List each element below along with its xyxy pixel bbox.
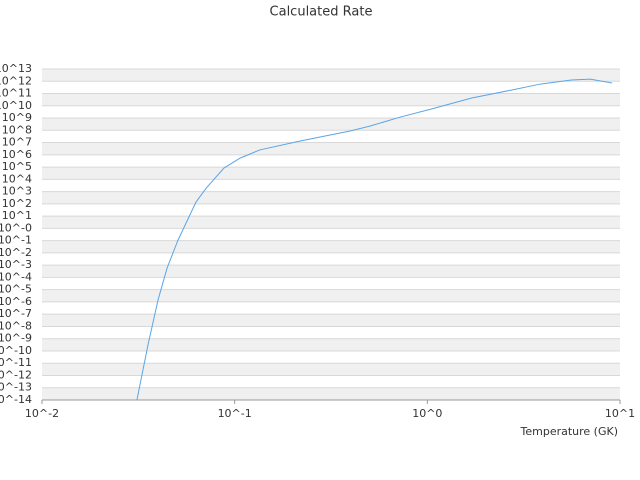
grid-band (42, 93, 620, 106)
y-tick-label: 10^10 (0, 99, 32, 112)
data-line (136, 78, 613, 401)
grid-band (42, 240, 620, 253)
y-tick-label: 10^-8 (0, 319, 32, 332)
y-tick-label: 10^-3 (0, 258, 32, 271)
y-tick-label: 10^2 (2, 197, 32, 210)
y-tick-label: 10^-14 (0, 393, 32, 406)
grid-band (42, 265, 620, 278)
grid-band (42, 289, 620, 302)
y-tick-label: 10^11 (0, 87, 32, 100)
grid-band (42, 216, 620, 229)
y-tick-label: 10^-13 (0, 381, 32, 394)
x-tick-label: 10^-1 (218, 407, 252, 420)
chart-title: Calculated Rate (270, 5, 373, 20)
y-tick-label: 10^1 (2, 209, 32, 222)
y-tick-label: 10^4 (2, 172, 32, 185)
y-tick-label: 10^-2 (0, 246, 32, 259)
y-tick-label: 10^3 (2, 185, 32, 198)
y-tick-label: 10^-1 (0, 234, 32, 247)
y-tick-label: 10^-0 (0, 221, 32, 234)
y-tick-label: 10^-5 (0, 283, 32, 296)
y-tick-label: 10^5 (2, 160, 32, 173)
y-tick-label: 10^-6 (0, 295, 32, 308)
grid-band (42, 387, 620, 400)
grid-band (42, 338, 620, 351)
grid-band (42, 363, 620, 376)
x-tick-label: 10^-2 (25, 407, 59, 420)
x-tick-label: 10^1 (605, 407, 635, 420)
x-tick-label: 10^0 (412, 407, 442, 420)
y-tick-label: 10^6 (2, 148, 32, 161)
y-tick-label: 10^-11 (0, 356, 32, 369)
grid-band (42, 191, 620, 204)
y-tick-label: 10^9 (2, 111, 32, 124)
y-tick-label: 10^-4 (0, 270, 32, 283)
y-tick-label: 10^13 (0, 62, 32, 75)
grid-band (42, 118, 620, 131)
y-tick-label: 10^-12 (0, 368, 32, 381)
x-axis-label: Temperature (GK) (520, 425, 619, 438)
y-tick-label: 10^7 (2, 136, 32, 149)
y-tick-label: 10^8 (2, 123, 32, 136)
grid-band (42, 314, 620, 327)
grid-band (42, 69, 620, 82)
y-tick-label: 10^-9 (0, 332, 32, 345)
grid-band (42, 167, 620, 180)
y-tick-label: 10^12 (0, 74, 32, 87)
y-tick-label: 10^-7 (0, 307, 32, 320)
y-tick-label: 10^-10 (0, 344, 32, 357)
grid-band (42, 142, 620, 155)
